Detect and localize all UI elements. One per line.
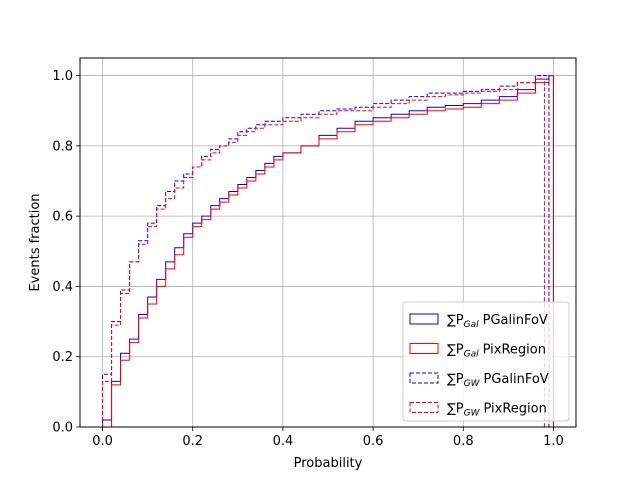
legend-series-name: PGalinFoV [483,313,548,328]
legend-prefix: ∑P [447,372,464,387]
y-tick-label: 0.2 [52,350,73,365]
legend-subscript: GW [464,379,481,389]
series-line-1 [102,75,554,428]
legend-label-1: ∑PGal PixRegion [447,343,546,360]
y-tick-label: 0.6 [52,210,73,225]
x-tick-label: 0.0 [92,434,113,449]
series-lines [102,75,554,428]
legend-label-0: ∑PGal PGalinFoV [447,313,548,330]
legend-prefix: ∑P [447,402,464,417]
legend-prefix: ∑P [447,343,464,358]
legend-subscript: Gal [464,320,479,330]
x-axis-label: Probability [294,456,363,471]
legend: ∑PGal PGalinFoV∑PGal PixRegion∑PGW PGalinFo… [402,301,570,422]
legend-box [402,301,570,422]
legend-label-3: ∑PGW PixRegion [447,402,547,419]
y-tick-label: 0.8 [52,139,73,154]
y-tick-label: 0.4 [52,280,73,295]
legend-swatch-0 [409,313,439,325]
legend-swatch-3 [409,402,439,413]
legend-subscript: Gal [464,350,479,360]
legend-prefix: ∑P [447,313,464,328]
y-axis-label: Events fraction [28,193,43,291]
x-tick-label: 0.8 [453,434,474,449]
legend-series-name: PixRegion [483,343,546,358]
legend-swatch-1 [409,343,439,354]
y-tick-label: 0.0 [52,421,73,436]
x-tick-label: 1.0 [543,434,564,449]
x-tick-label: 0.6 [363,434,384,449]
legend-series-name: PixRegion [483,402,546,417]
plot-frame [79,57,577,428]
series-line-3 [102,78,545,427]
x-tick-label: 0.4 [273,434,294,449]
x-tick-label: 0.2 [182,434,203,449]
legend-series-name: PGalinFoV [483,372,548,387]
legend-label-2: ∑PGW PGalinFoV [447,372,549,389]
legend-subscript: GW [464,409,481,419]
y-tick-label: 1.0 [52,69,73,84]
legend-swatch-2 [409,372,439,384]
ticks: 0.0 0.2 0.4 0.6 0.8 1.0 0.0 0.2 0.4 0.6 0.8 1.0 [52,69,563,449]
